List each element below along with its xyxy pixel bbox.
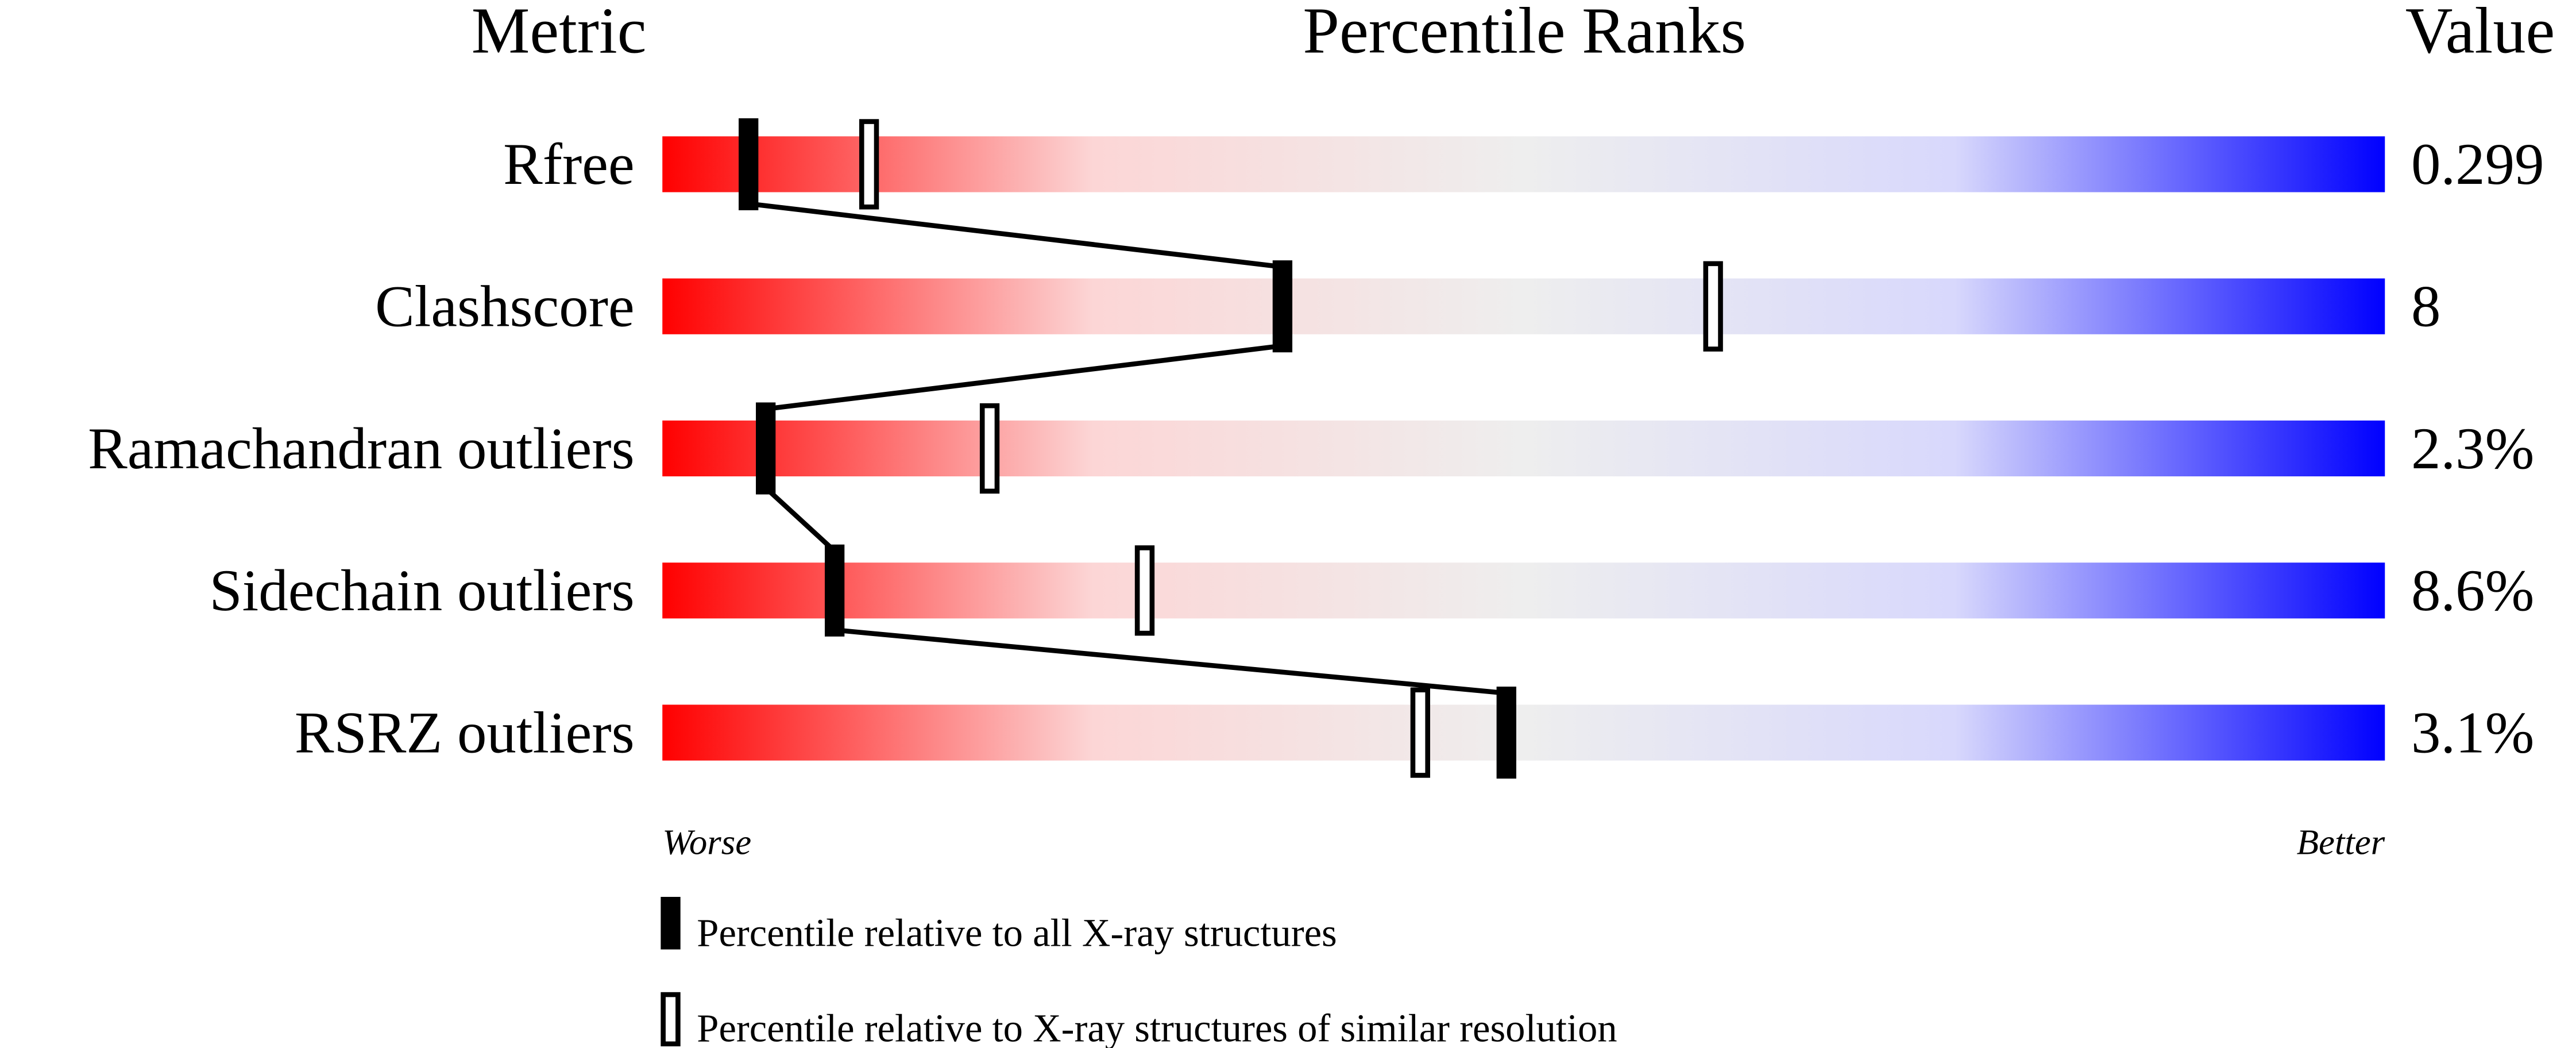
metric-value: 2.3% — [2411, 416, 2534, 481]
metric-value: 8.6% — [2411, 558, 2534, 623]
metric-value: 0.299 — [2411, 132, 2544, 197]
marker-all-structures — [1272, 260, 1293, 353]
legend-open-marker-icon — [661, 992, 681, 1047]
legend-label-all: Percentile relative to all X-ray structu… — [697, 911, 1337, 955]
metric-value: 8 — [2411, 273, 2440, 339]
percentile-bar — [662, 562, 2385, 619]
header-value: Value — [2405, 0, 2555, 67]
marker-similar-resolution — [1134, 545, 1155, 636]
metric-label: Sidechain outliers — [209, 558, 634, 623]
metric-label: Clashscore — [375, 273, 635, 339]
percentile-connector-line — [748, 201, 1507, 696]
marker-all-structures — [1496, 687, 1516, 779]
marker-similar-resolution — [1410, 687, 1430, 778]
marker-similar-resolution — [859, 119, 879, 210]
axis-label-worse: Worse — [662, 822, 751, 862]
metric-label: Rfree — [503, 132, 635, 197]
header-metric: Metric — [472, 0, 647, 67]
legend-filled-marker-icon — [661, 896, 681, 950]
metric-value: 3.1% — [2411, 700, 2534, 765]
percentile-bar — [662, 704, 2385, 761]
marker-similar-resolution — [979, 403, 1000, 494]
metric-label: RSRZ outliers — [295, 700, 635, 765]
marker-all-structures — [824, 544, 845, 637]
legend-label-similar: Percentile relative to X-ray structures … — [697, 1007, 1617, 1048]
marker-all-structures — [739, 118, 759, 210]
marker-similar-resolution — [1703, 261, 1723, 352]
percentile-bar — [662, 136, 2385, 192]
header-percentile-ranks: Percentile Ranks — [1303, 0, 1746, 67]
percentile-bar — [662, 278, 2385, 334]
marker-all-structures — [756, 402, 776, 495]
axis-label-better: Better — [2297, 822, 2385, 862]
metric-label: Ramachandran outliers — [88, 416, 635, 481]
percentile-bar — [662, 420, 2385, 477]
